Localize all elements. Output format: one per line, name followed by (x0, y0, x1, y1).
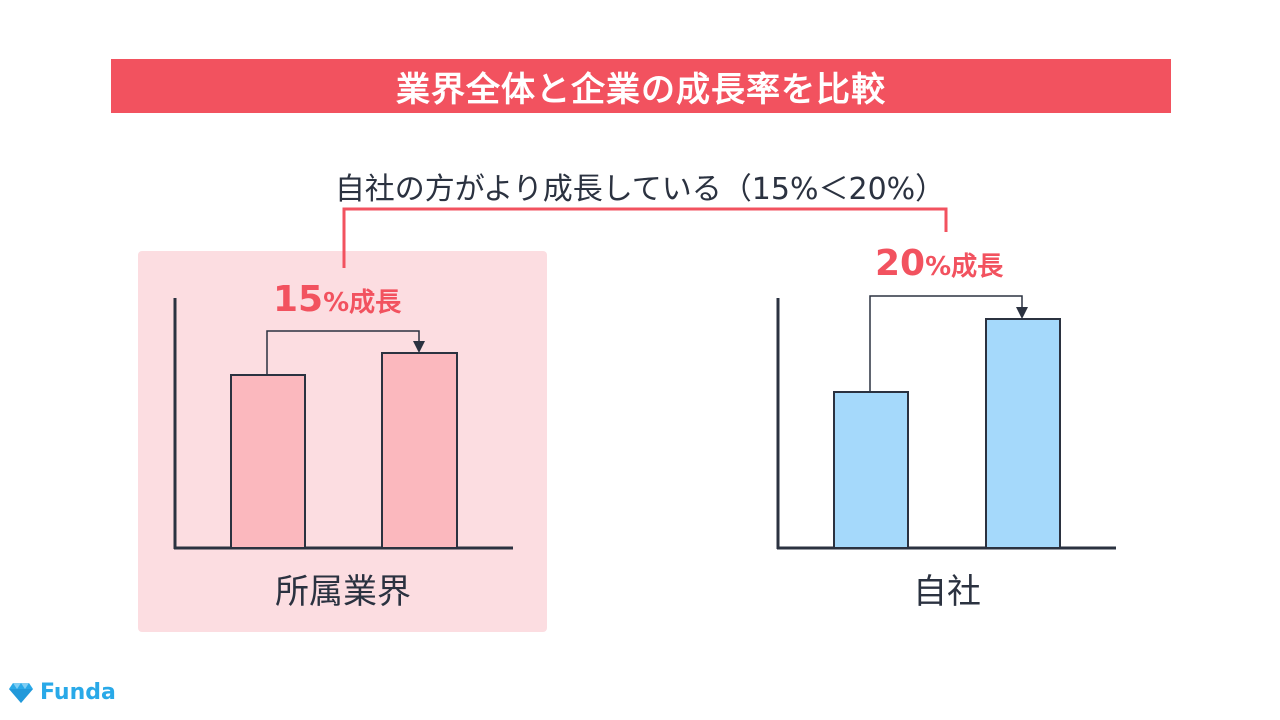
company-label: 自社 (913, 572, 981, 612)
company-growth-arrow (869, 295, 1028, 392)
industry-bar-after (381, 352, 458, 549)
industry-bar-before (230, 374, 306, 549)
comparison-note: 自社の方がより成長している（15%＜20%） (334, 172, 946, 207)
page-title: 業界全体と企業の成長率を比較 (396, 69, 886, 110)
company-bar-before (833, 391, 909, 549)
industry-label: 所属業界 (275, 572, 411, 612)
company-bar-after (985, 318, 1061, 549)
industry-growth-label: 15%成長 (273, 282, 401, 318)
industry-growth-value: 15 (273, 279, 324, 320)
industry-growth-arrow (266, 330, 425, 375)
industry-highlight-panel (138, 251, 547, 632)
comparison-bracket (342, 207, 948, 268)
industry-growth-unit: %成長 (323, 288, 402, 318)
diamond-icon (9, 682, 33, 703)
logo-text: Funda (40, 680, 116, 705)
title-banner: 業界全体と企業の成長率を比較 (111, 59, 1171, 113)
company-growth-label: 20%成長 (875, 246, 1003, 282)
funda-logo: Funda (8, 680, 116, 705)
company-growth-value: 20 (875, 243, 926, 284)
company-growth-unit: %成長 (925, 252, 1004, 282)
